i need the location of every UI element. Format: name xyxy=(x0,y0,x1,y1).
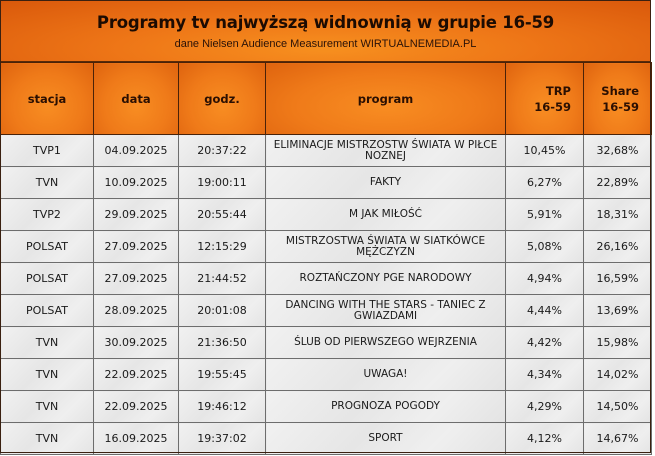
cell-godz: 21:44:52 xyxy=(178,262,266,295)
column-header-stacja: stacja xyxy=(0,62,94,135)
cell-share: 14,50% xyxy=(583,390,652,423)
cell-trp: 4,34% xyxy=(505,358,584,391)
cell-data: 04.09.2025 xyxy=(93,134,179,167)
column-header-share: Share 16-59 xyxy=(583,62,652,135)
cell-program: MISTRZOSTWA ŚWIATA W SIATKÓWCE MĘŻCZYZN xyxy=(265,230,506,263)
cell-data: 10.09.2025 xyxy=(93,166,179,199)
cell-share: 13,69% xyxy=(583,294,652,327)
cell-godz: 12:15:29 xyxy=(178,230,266,263)
cell-stacja: TVN xyxy=(0,166,94,199)
table-row: TVN 22.09.2025 19:46:12 PROGNOZA POGODY 4,29… xyxy=(0,390,652,423)
cell-share: 16,59% xyxy=(583,262,652,295)
cell-trp: 4,12% xyxy=(505,422,584,455)
cell-stacja: POLSAT xyxy=(0,262,94,295)
cell-program: ŚLUB OD PIERWSZEGO WEJRZENIA xyxy=(265,326,506,359)
column-header-data: data xyxy=(93,62,179,135)
cell-stacja: TVN xyxy=(0,422,94,455)
cell-godz: 19:37:02 xyxy=(178,422,266,455)
cell-stacja: POLSAT xyxy=(0,230,94,263)
cell-godz: 20:37:22 xyxy=(178,134,266,167)
table-row: POLSAT 27.09.2025 12:15:29 MISTRZOSTWA ŚWIA… xyxy=(0,230,652,263)
cell-trp: 4,29% xyxy=(505,390,584,423)
cell-stacja: TVN xyxy=(0,326,94,359)
ratings-table: stacja data godz. program TRP 16-59 Share… xyxy=(0,62,652,455)
cell-trp: 10,45% xyxy=(505,134,584,167)
table-row: TVP1 04.09.2025 20:37:22 ELIMINACJE MISTRZO… xyxy=(0,134,652,167)
cell-share: 26,16% xyxy=(583,230,652,263)
cell-trp: 4,44% xyxy=(505,294,584,327)
table-row: TVN 10.09.2025 19:00:11 FAKTY 6,27% 22,89% xyxy=(0,166,652,199)
cell-data: 22.09.2025 xyxy=(93,358,179,391)
cell-trp: 5,08% xyxy=(505,230,584,263)
column-header-godz: godz. xyxy=(178,62,266,135)
cell-program: ROZTAŃCZONY PGE NARODOWY xyxy=(265,262,506,295)
cell-trp: 4,42% xyxy=(505,326,584,359)
cell-program: M JAK MIŁOŚĆ xyxy=(265,198,506,231)
cell-program: ELIMINACJE MISTRZOSTW ŚWIATA W PIŁCE NOZ… xyxy=(265,134,506,167)
cell-stacja: TVP2 xyxy=(0,198,94,231)
cell-share: 15,98% xyxy=(583,326,652,359)
table-row: TVP2 29.09.2025 20:55:44 M JAK MIŁOŚĆ 5,91% 1… xyxy=(0,198,652,231)
title-band: Programy tv najwyższą widnownią w grupie… xyxy=(0,0,651,62)
cell-stacja: POLSAT xyxy=(0,294,94,327)
column-header-trp: TRP 16-59 xyxy=(505,62,584,135)
cell-trp: 6,27% xyxy=(505,166,584,199)
cell-godz: 21:36:50 xyxy=(178,326,266,359)
cell-share: 14,67% xyxy=(583,422,652,455)
cell-godz: 19:00:11 xyxy=(178,166,266,199)
cell-program: FAKTY xyxy=(265,166,506,199)
cell-data: 16.09.2025 xyxy=(93,422,179,455)
column-header-program: program xyxy=(265,62,506,135)
table-row: POLSAT 27.09.2025 21:44:52 ROZTAŃCZONY PGE … xyxy=(0,262,652,295)
cell-share: 32,68% xyxy=(583,134,652,167)
page-subtitle: dane Nielsen Audience Measurement WIRTUA… xyxy=(174,38,477,50)
cell-program: PROGNOZA POGODY xyxy=(265,390,506,423)
cell-godz: 19:55:45 xyxy=(178,358,266,391)
cell-program: SPORT xyxy=(265,422,506,455)
cell-share: 14,02% xyxy=(583,358,652,391)
cell-stacja: TVN xyxy=(0,358,94,391)
cell-program: DANCING WITH THE STARS - TANIEC Z GWIAZD… xyxy=(265,294,506,327)
table-row: TVN 16.09.2025 19:37:02 SPORT 4,12% 14,67% xyxy=(0,422,652,455)
cell-trp: 4,94% xyxy=(505,262,584,295)
cell-data: 29.09.2025 xyxy=(93,198,179,231)
cell-stacja: TVP1 xyxy=(0,134,94,167)
cell-godz: 20:01:08 xyxy=(178,294,266,327)
table-header-row: stacja data godz. program TRP 16-59 Share… xyxy=(0,62,652,135)
page-title: Programy tv najwyższą widnownią w grupie… xyxy=(96,13,555,32)
table-row: POLSAT 28.09.2025 20:01:08 DANCING WITH THE… xyxy=(0,294,652,327)
cell-share: 18,31% xyxy=(583,198,652,231)
cell-data: 28.09.2025 xyxy=(93,294,179,327)
cell-data: 22.09.2025 xyxy=(93,390,179,423)
